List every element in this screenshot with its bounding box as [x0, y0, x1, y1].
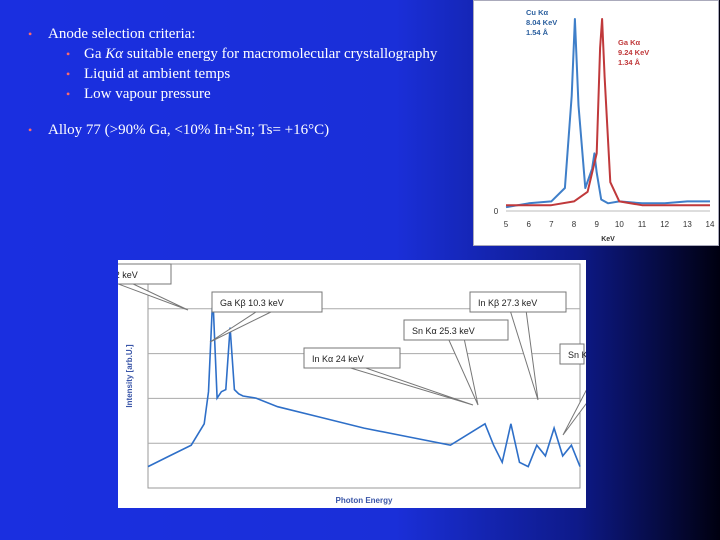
sub-bullet-vapour: Low vapour pressure [66, 84, 468, 104]
bullet-text: Anode selection criteria: [48, 26, 196, 42]
peak-annotation-line: 1.34 Å [618, 58, 641, 67]
spacer [28, 104, 468, 120]
x-tick-label: 14 [706, 220, 715, 229]
x-axis-label: KeV [601, 236, 615, 243]
callout-box [303, 347, 401, 369]
spectrum-series-2 [506, 18, 710, 207]
peak-annotation-line: 9.24 KeV [618, 48, 649, 57]
callout-label: In Kα 24 keV [312, 354, 364, 364]
callout-label: Sn Kα 25.3 keV [412, 326, 475, 336]
x-tick-label: 10 [615, 220, 624, 229]
callout-label: Ga Kα 9.2 keV [118, 270, 138, 280]
ka-symbol: Kα [105, 46, 124, 62]
sub-bullet-text: Liquid at ambient temps [84, 66, 231, 82]
photon-energy-spectrum-svg: Intensity [arb.U.] Photon Energy Ga Kα 9.2… [70, 263, 631, 505]
callout-label: Ga Kβ 10.3 keV [220, 298, 284, 308]
x-tick-label: 5 [504, 220, 509, 229]
x-axis-label: Photon Energy [336, 496, 393, 505]
bullet-alloy: Alloy 77 (>90% Ga, <10% In+Sn; Ts= +16°C… [28, 120, 468, 140]
x-tick-label: 6 [526, 220, 531, 229]
x-tick-label: 7 [549, 220, 554, 229]
callout-box [403, 319, 509, 341]
peak-annotation-line: 1.54 Å [526, 28, 549, 37]
sub-bullet-list: Ga Kα suitable energy for macromolecular… [66, 44, 468, 104]
sub-bullet-text: Low vapour pressure [84, 86, 211, 102]
bullet-text: Alloy 77 (>90% Ga, <10% In+Sn; Ts= +16°C… [48, 122, 330, 138]
cu-ga-spectrum-chart: 5 6 7 8 9 10 11 12 13 14 0 KeV Cu Kα 8.04 KeV 1.54 Å Ga… [473, 0, 719, 246]
peak-annotation-line: Cu Kα [526, 8, 548, 17]
y-axis-label: Intensity [arb.U.] [125, 344, 134, 407]
sub-bullet-energy: Ga Kα suitable energy for macromolecular… [66, 44, 468, 64]
peak-annotation-line: Ga Kα [618, 38, 641, 47]
bullet-list: Anode selection criteria: Ga Kα suitable… [28, 24, 468, 140]
photon-energy-spectrum-chart: Intensity [arb.U.] Photon Energy Ga Kα 9.2… [70, 260, 631, 508]
bullet-anode-criteria: Anode selection criteria: Ga Kα suitable… [28, 24, 468, 104]
sub-bullet-text: Ga [84, 46, 106, 62]
callout-box [469, 291, 567, 313]
x-tick-label: 9 [594, 220, 599, 229]
x-tick-label: 12 [660, 220, 669, 229]
x-tick-label: 11 [638, 220, 647, 229]
sub-bullet-liquid: Liquid at ambient temps [66, 64, 468, 84]
x-tick-label: 13 [683, 220, 692, 229]
sub-bullet-text: suitable energy for macromolecular cryst… [123, 46, 438, 62]
callout-box [559, 343, 585, 365]
x-tick-label: 8 [572, 220, 577, 229]
callout-label: Sn Kβ 28.5 keV [568, 350, 586, 360]
spectrum-series-1 [505, 18, 710, 209]
y-tick-label: 0 [494, 207, 499, 216]
callout-label: In Kβ 27.3 keV [478, 298, 537, 308]
peak-annotation-line: 8.04 KeV [526, 18, 557, 27]
callout-box [211, 291, 323, 313]
